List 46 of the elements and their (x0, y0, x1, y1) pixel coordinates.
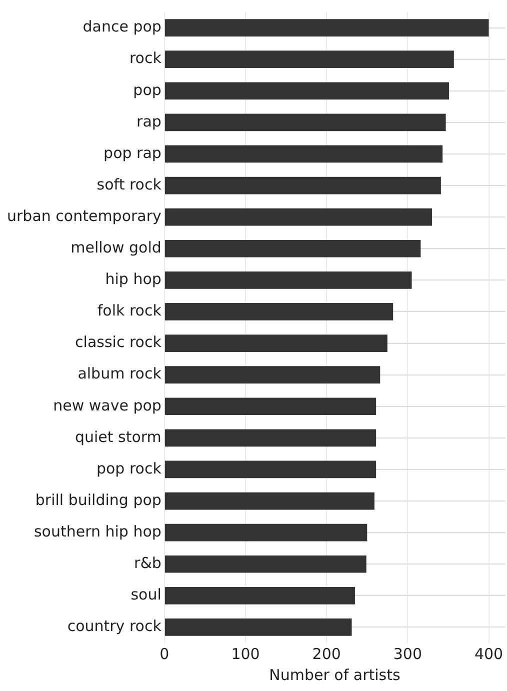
y-tick-label: country rock (67, 617, 162, 636)
y-tick-label: rap (136, 112, 162, 130)
x-tick-label: 400 (474, 644, 504, 663)
y-tick-label: soul (130, 586, 162, 604)
bar (164, 429, 376, 447)
x-tick-label: 300 (393, 644, 422, 663)
x-tick-label: 100 (231, 644, 260, 663)
y-tick-label: folk rock (97, 302, 162, 320)
bar (164, 492, 374, 510)
bar (164, 618, 352, 636)
y-tick-label: pop rock (96, 459, 162, 478)
y-tick-label: quiet storm (74, 428, 162, 446)
bar (164, 334, 388, 352)
y-tick-label: brill building pop (35, 490, 162, 509)
y-tick-label: pop (133, 80, 162, 99)
y-tick-label: pop rap (104, 144, 162, 162)
y-tick-label: classic rock (75, 333, 162, 352)
y-tick-label: soft rock (96, 175, 162, 194)
bar (164, 82, 450, 100)
bar (164, 50, 454, 68)
bar (164, 587, 355, 604)
y-tick-label: southern hip hop (34, 522, 162, 540)
bar (164, 145, 443, 163)
bar (164, 555, 366, 573)
bar (164, 19, 489, 36)
bar (164, 176, 441, 194)
bar (164, 208, 432, 226)
bar (164, 240, 421, 258)
x-tick-label: 200 (312, 644, 341, 663)
bar (164, 303, 394, 320)
bar (164, 366, 380, 384)
y-tick-label: urban contemporary (6, 206, 162, 225)
bar (164, 398, 376, 416)
y-tick-label: mellow gold (70, 238, 162, 257)
y-tick-label: new wave pop (53, 396, 162, 414)
y-tick-label: dance pop (82, 18, 162, 36)
bar (164, 460, 376, 478)
bar (164, 114, 446, 132)
x-tick-label: 0 (160, 644, 170, 663)
y-tick-label: r&b (134, 554, 162, 572)
y-tick-label: rock (129, 49, 162, 68)
bar (164, 272, 412, 289)
y-tick-label: hip hop (105, 270, 162, 288)
bar (164, 524, 368, 542)
y-tick-label: album rock (78, 364, 162, 383)
x-axis-title: Number of artists (269, 666, 400, 684)
